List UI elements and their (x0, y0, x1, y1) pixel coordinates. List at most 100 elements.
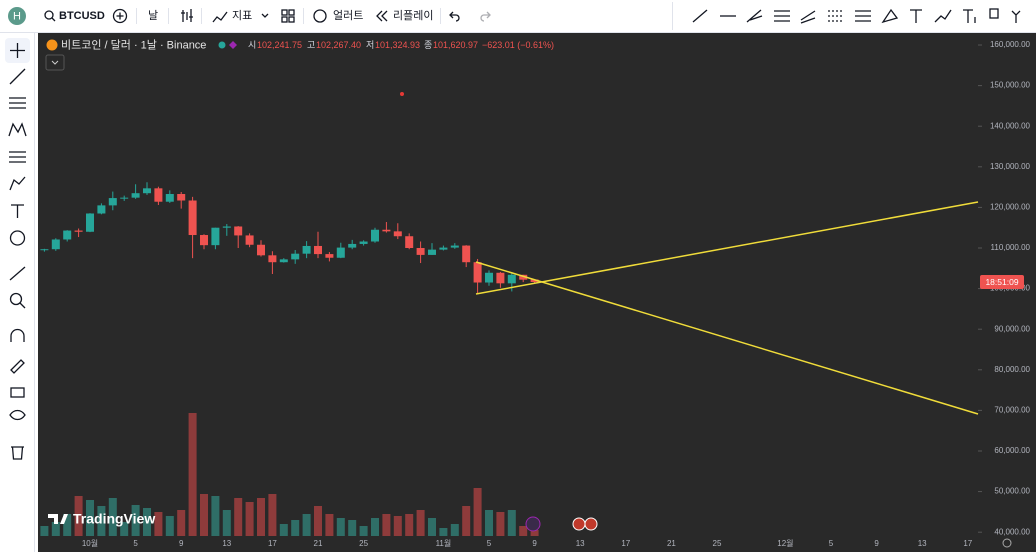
x-tick-label: 21 (667, 539, 676, 548)
trend-line-drawing[interactable] (475, 201, 979, 295)
visibility-tool[interactable] (9, 409, 26, 421)
data-icon (229, 41, 237, 49)
stay-drawing-tool[interactable] (10, 359, 25, 374)
y-tick-label: 140,000.00 (990, 121, 1031, 130)
magnet-tool[interactable] (10, 328, 25, 342)
fib-tool[interactable] (828, 10, 844, 22)
y-tick-label: 120,000.00 (990, 203, 1031, 212)
candle-body (63, 230, 72, 240)
gann-tool[interactable] (855, 10, 871, 22)
candle-body (371, 229, 379, 242)
prediction-tool[interactable] (9, 151, 26, 163)
note-tool[interactable] (963, 9, 976, 23)
logo-text: TradingView (73, 511, 155, 527)
fib-tool[interactable] (9, 97, 26, 109)
candle-body (279, 259, 288, 263)
x-tick-label: 9 (532, 539, 537, 548)
pattern-tool[interactable] (8, 122, 27, 137)
candle-body (405, 236, 414, 249)
candle-body (268, 255, 277, 263)
marker-dot (400, 92, 404, 96)
volume-bar (314, 506, 322, 536)
emoji-tool[interactable] (9, 230, 26, 246)
candle-body (177, 194, 186, 201)
candle-body (120, 197, 129, 199)
volume-bar (291, 520, 300, 536)
x-tick-label: 13 (918, 539, 927, 548)
x-tick-label: 13 (576, 539, 585, 548)
trend-line-drawing[interactable] (475, 261, 979, 415)
volume-bar (428, 518, 436, 536)
pattern-tool[interactable] (934, 9, 952, 23)
lock-tool[interactable] (10, 387, 25, 398)
line-tool[interactable] (9, 68, 26, 85)
dropdown-icon[interactable] (261, 13, 269, 18)
trend-line-tool[interactable] (692, 9, 708, 23)
volume-bar (359, 526, 368, 536)
candle-body (86, 213, 94, 232)
chart-type-button[interactable] (181, 9, 193, 22)
candle-body (314, 245, 322, 255)
channel-tool[interactable] (774, 10, 790, 22)
indicators-icon[interactable] (212, 11, 228, 23)
settings-button[interactable] (1002, 538, 1012, 548)
candle-body (40, 249, 49, 251)
symbol-search[interactable]: BTCUSD (44, 10, 105, 22)
volume-bar (507, 510, 516, 536)
position-tool[interactable] (989, 8, 999, 19)
redo-button[interactable] (480, 11, 491, 22)
delete-tool[interactable] (11, 446, 24, 460)
layout-icon[interactable] (281, 9, 288, 16)
y-tick-label: 50,000.00 (994, 487, 1030, 496)
candle-body (74, 230, 83, 232)
alert-button[interactable]: 얼러트 (333, 8, 363, 22)
candle-layer (40, 182, 539, 294)
x-tick-label: 10월 (82, 538, 98, 548)
ray-tool[interactable] (746, 9, 763, 23)
volume-bar (279, 524, 288, 536)
candle-body (485, 272, 493, 283)
legend-values: 시 102,241.75 고 102,267.40 저 101,324.93 종… (248, 40, 554, 50)
interval-button[interactable]: 날 (148, 9, 158, 22)
pitchfork-tool[interactable] (800, 10, 816, 24)
x-tick-label: 17 (268, 539, 277, 548)
collapse-legend[interactable] (45, 54, 65, 71)
event-icon[interactable] (525, 516, 541, 532)
candle-body (473, 262, 482, 283)
candle-body (222, 226, 231, 228)
indicators-button[interactable]: 지표 (232, 9, 252, 22)
price-label-box (980, 275, 1024, 290)
candle-body (393, 231, 402, 237)
event-icon[interactable] (572, 517, 586, 531)
compare-button[interactable] (112, 8, 128, 24)
crosshair-tool (10, 43, 25, 58)
volume-bar (473, 488, 482, 536)
candle-body (108, 198, 117, 206)
search-icon (51, 17, 56, 22)
candle-body (462, 245, 471, 263)
brush-tool[interactable] (881, 8, 899, 24)
x-tick-label: 5 (487, 539, 492, 548)
zoom-tool[interactable] (9, 292, 23, 306)
replay-button[interactable]: 리플레이 (393, 9, 433, 22)
event-icon[interactable] (584, 517, 598, 531)
volume-bar (439, 528, 448, 536)
measure-tool[interactable] (1011, 10, 1021, 23)
chart-pane[interactable] (38, 33, 1036, 552)
volume-bar (120, 522, 129, 536)
countdown: 18:51:09 (985, 277, 1018, 287)
replay-icon[interactable] (376, 10, 388, 22)
layout-icon (281, 16, 288, 23)
text-tool[interactable] (11, 204, 24, 218)
undo-button[interactable] (449, 11, 460, 22)
y-tick-label: 80,000.00 (994, 365, 1030, 374)
ruler-tool[interactable] (9, 266, 26, 281)
alert-icon[interactable] (313, 9, 327, 23)
brush-tool[interactable] (9, 176, 26, 191)
candle-body (97, 205, 106, 214)
text-tool[interactable] (910, 9, 922, 23)
volume-bar (462, 506, 471, 536)
coin-icon (46, 39, 58, 51)
candle-body (154, 188, 163, 202)
avatar[interactable] (8, 7, 26, 25)
